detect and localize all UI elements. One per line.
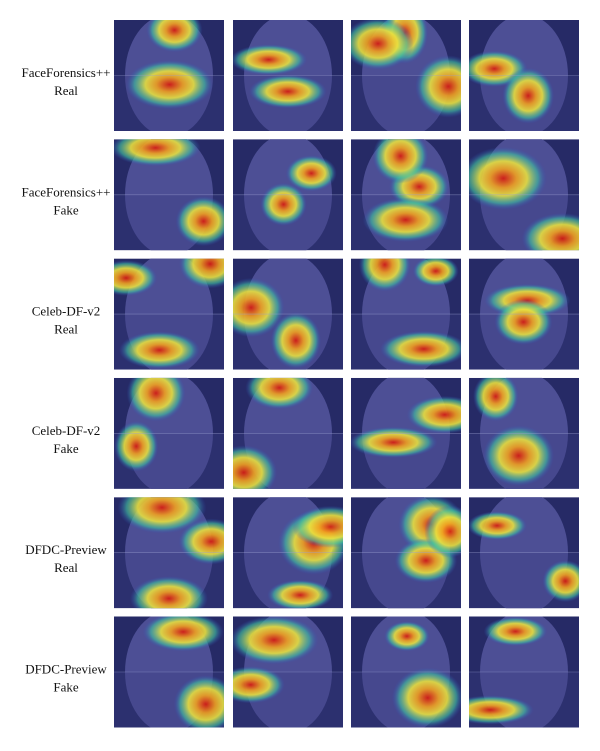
activation (391, 667, 461, 728)
class-label: Fake (53, 202, 79, 217)
activation (521, 213, 579, 251)
dataset-label: Celeb-DF-v2 (32, 304, 101, 319)
heatmap-image (233, 497, 343, 609)
activation (175, 196, 224, 247)
heatmap-image (351, 377, 461, 489)
heatmap-image (114, 497, 224, 609)
activation (351, 426, 438, 458)
activation (260, 182, 307, 226)
heatmap-image (114, 20, 224, 131)
activation (129, 576, 208, 609)
heatmap-image (114, 139, 224, 251)
class-label: Real (54, 322, 78, 337)
heatmap-image (351, 20, 461, 131)
activation (114, 260, 158, 296)
activation (233, 44, 308, 76)
heatmap-image (469, 497, 579, 609)
activation (469, 511, 527, 541)
heatmap-image (351, 258, 461, 370)
heatmap-image (233, 139, 343, 251)
activation (270, 312, 322, 369)
heatmap-image (469, 616, 579, 728)
activation (483, 616, 548, 646)
activation (285, 155, 337, 192)
activation (142, 616, 224, 652)
activation (380, 330, 461, 368)
activation (424, 505, 461, 558)
class-label: Real (54, 560, 78, 575)
activation (117, 497, 207, 534)
heatmap-image (351, 616, 461, 728)
dataset-label: Celeb-DF-v2 (32, 423, 101, 438)
activation (114, 421, 159, 472)
heatmap-image (469, 139, 579, 251)
activation (362, 197, 449, 242)
activation (469, 146, 547, 210)
activation (173, 675, 224, 728)
activation (502, 67, 555, 124)
activation (114, 139, 201, 167)
heatmap-image (233, 20, 343, 131)
activation (292, 505, 343, 548)
heatmap-image (469, 377, 579, 489)
activation (542, 560, 579, 603)
activation (473, 377, 519, 422)
activation (412, 258, 459, 287)
dataset-label: DFDC-Preview (25, 542, 107, 557)
activation (267, 579, 334, 609)
activation (233, 277, 285, 338)
activation (384, 621, 430, 652)
dataset-label: FaceForensics++ (21, 184, 110, 199)
heatmap-image (469, 20, 579, 131)
heatmap-image (114, 616, 224, 728)
heatmap-image (114, 258, 224, 370)
heatmap-image (233, 616, 343, 728)
activation (233, 616, 319, 665)
class-label: Real (54, 83, 78, 98)
activation (125, 59, 214, 110)
activation (483, 425, 555, 487)
activation (126, 377, 186, 422)
activation (233, 666, 285, 704)
class-label: Fake (53, 679, 79, 694)
activation (415, 55, 461, 118)
activation (245, 377, 314, 410)
activation (351, 20, 414, 70)
dataset-label: FaceForensics++ (21, 65, 110, 80)
activation (178, 518, 224, 565)
heatmap-image (233, 258, 343, 370)
activation (469, 695, 534, 725)
activation (358, 258, 411, 292)
activation (233, 445, 278, 489)
activation (494, 299, 553, 345)
heatmap-image (469, 258, 579, 370)
activation (146, 20, 203, 53)
activation (179, 258, 224, 289)
activation (406, 395, 461, 434)
activation (118, 331, 200, 369)
heatmap-image (351, 497, 461, 609)
heatmap-image (351, 139, 461, 251)
heatmap-image (233, 377, 343, 489)
class-label: Fake (53, 441, 79, 456)
dataset-label: DFDC-Preview (25, 661, 107, 676)
activation (372, 139, 429, 184)
activation (249, 74, 327, 109)
heatmap-image (114, 377, 224, 489)
